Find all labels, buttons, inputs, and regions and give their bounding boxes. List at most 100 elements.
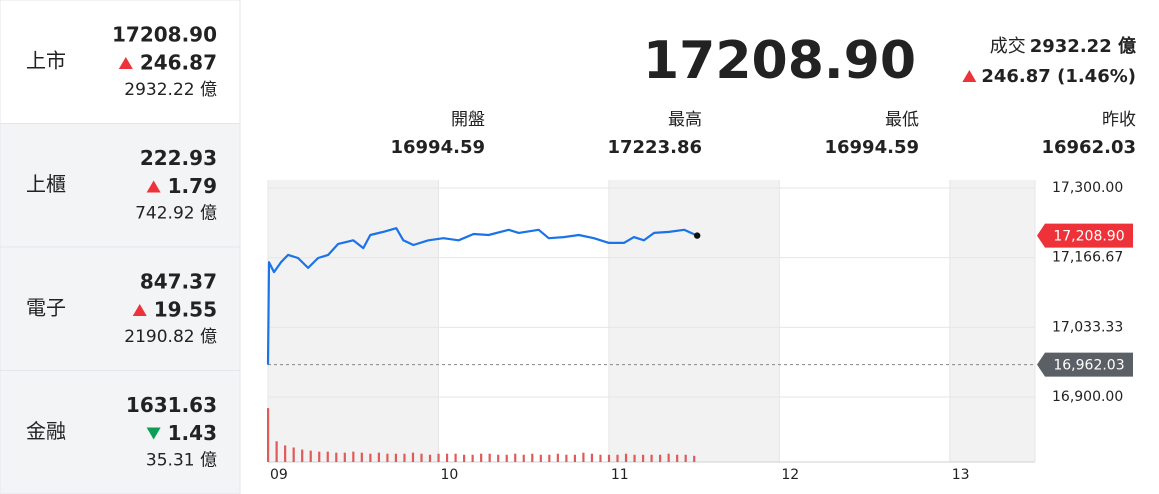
volume-bar [463, 454, 466, 462]
volume-bar [565, 454, 568, 462]
volume-bar [275, 441, 278, 462]
volume-bar [445, 453, 449, 462]
volume-bar [394, 453, 398, 462]
volume-bar [607, 454, 611, 462]
sidebar-card[interactable] [0, 246, 241, 371]
volume-bar [386, 453, 389, 462]
volume-bar [326, 451, 329, 462]
sidebar-name: 電子 [26, 296, 66, 320]
session-band [268, 180, 439, 462]
volume-bar [548, 454, 551, 462]
y-tick-label: 16,900.00 [1052, 389, 1123, 405]
session-band [949, 180, 1035, 462]
price-line [266, 227, 698, 365]
direction-icon [118, 57, 133, 69]
volume-bar [343, 452, 346, 462]
header-turnover-label: 成交 [990, 36, 1026, 57]
volume-bar [659, 454, 662, 462]
header-price: 17208.90 [643, 31, 916, 91]
volume-bar [437, 453, 440, 462]
volume-bar [403, 453, 406, 462]
volume-bar [624, 453, 628, 462]
sidebar-card[interactable] [0, 0, 241, 124]
x-tick-label: 09 [270, 467, 288, 483]
x-tick-label: 10 [440, 467, 458, 483]
volume-bar [693, 455, 696, 462]
volume-bar [641, 454, 645, 462]
y-tick-label: 17,300.00 [1052, 180, 1123, 196]
sidebar-price: 1631.63 [126, 393, 217, 417]
volume-bar [471, 454, 474, 462]
stat-label: 開盤 [451, 110, 485, 130]
volume-bar [650, 454, 653, 462]
volume-bar [616, 454, 619, 462]
sidebar-name: 上櫃 [26, 172, 66, 196]
y-tick-label: 17,166.67 [1052, 250, 1123, 266]
volume-bar [335, 452, 338, 462]
stat-value: 16994.59 [390, 137, 485, 158]
reference-price-label: 16,962.03 [1053, 358, 1124, 374]
volume-bar [360, 452, 363, 462]
sidebar-name: 金融 [26, 419, 66, 443]
stat-label: 昨收 [1102, 110, 1136, 130]
last-price-box [1037, 223, 1133, 248]
direction-icon [146, 427, 161, 440]
stat-value: 16962.03 [1041, 137, 1136, 158]
volume-bar [522, 454, 525, 462]
volume-bar [531, 453, 534, 462]
volume-bar [556, 453, 559, 462]
stat-label: 最低 [885, 110, 919, 130]
sidebar-card[interactable] [0, 370, 241, 494]
sidebar-card[interactable] [0, 123, 241, 248]
volume-bar [309, 450, 312, 462]
sidebar-price: 847.37 [140, 270, 217, 294]
volume-bar [667, 453, 670, 462]
volume-bar [573, 454, 576, 462]
sidebar-volume: 2190.82 億 [124, 327, 217, 347]
stat-value: 17223.86 [607, 137, 702, 158]
reference-price-box [1037, 352, 1133, 377]
direction-icon [962, 70, 977, 82]
volume-bar [318, 451, 321, 462]
sidebar-price: 222.93 [140, 146, 217, 170]
sidebar-volume: 35.31 億 [146, 451, 217, 471]
volume-bar [505, 454, 508, 462]
volume-bar [428, 454, 432, 462]
x-tick-label: 11 [611, 467, 629, 483]
volume-bar [497, 454, 500, 462]
sidebar-volume: 742.92 億 [135, 204, 217, 224]
stat-label: 最高 [668, 110, 702, 130]
volume-bar [590, 453, 594, 462]
sidebar-volume: 2932.22 億 [124, 80, 217, 100]
volume-bar [539, 454, 542, 462]
volume-bar [420, 453, 423, 462]
y-tick-label: 17,033.33 [1052, 319, 1123, 335]
volume-bar [369, 453, 372, 462]
volume-bar [284, 445, 287, 462]
volume-bar [684, 454, 687, 462]
sidebar-change: 1.43 [168, 421, 217, 445]
header-change: 246.87 (1.46%) [981, 66, 1136, 87]
session-band [608, 180, 780, 462]
volume-bar [676, 454, 679, 462]
direction-icon [146, 180, 161, 193]
volume-bar [633, 454, 636, 462]
direction-icon [132, 304, 147, 316]
volume-bar [267, 408, 270, 462]
volume-bar [352, 451, 355, 462]
stat-value: 16994.59 [824, 137, 919, 158]
volume-bar [454, 453, 457, 462]
volume-bar [582, 452, 585, 462]
volume-bar [292, 447, 295, 462]
sidebar-price: 17208.90 [112, 23, 217, 47]
header-turnover: 2932.22 億 [1030, 35, 1136, 57]
volume-bar [301, 449, 304, 462]
sidebar-change: 19.55 [154, 298, 217, 322]
sidebar-change: 1.79 [168, 174, 217, 198]
volume-bar [480, 453, 483, 462]
volume-bar [488, 453, 491, 462]
sidebar-name: 上市 [26, 49, 66, 73]
volume-bar [377, 452, 380, 462]
